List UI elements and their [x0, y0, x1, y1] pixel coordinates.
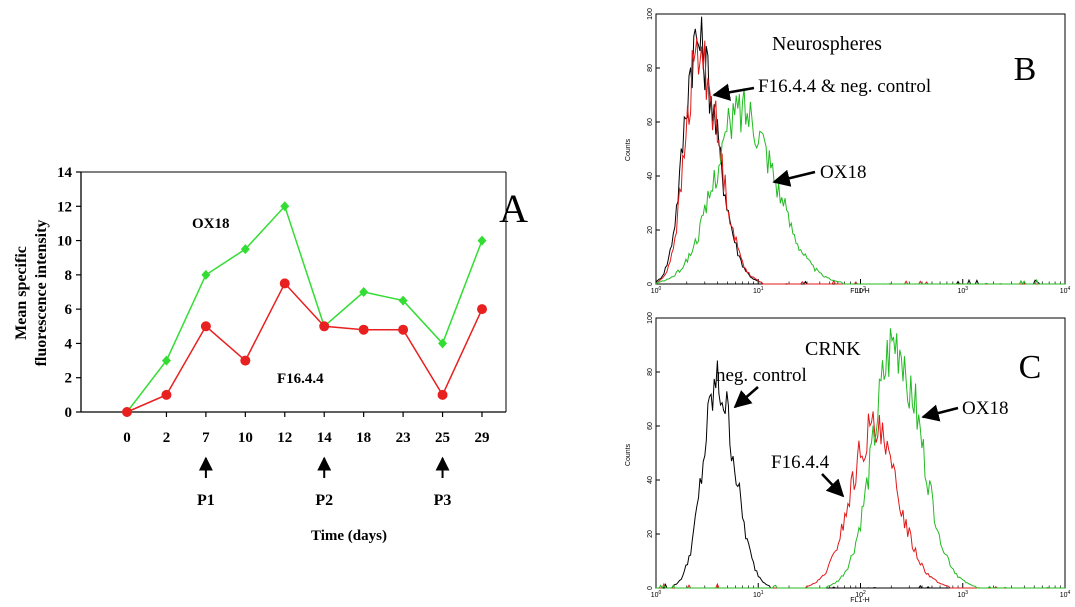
panel-b-y-tick-label: 100: [647, 8, 654, 20]
panel-a-point-ox18: [201, 269, 211, 280]
panel-b-histogram-f16-4-4: [655, 37, 1065, 285]
panel-b-x-tick-label: 100: [651, 286, 662, 295]
panel-a-y-label-line2: fluorescence intensity: [33, 220, 50, 367]
panel-b-histogram-ox18: [655, 88, 1065, 286]
panel-b-x-tick-label: 102: [855, 286, 866, 295]
panel-a-point-f1644: [240, 355, 251, 366]
panel-a-point-ox18: [240, 244, 250, 255]
panel-a-y-tick-label: 2: [65, 371, 73, 387]
panel-a-point-ox18: [359, 287, 369, 297]
panel-c-x-tick-label: 102: [855, 590, 866, 599]
panel-a-point-f1644: [279, 278, 290, 289]
panel-c-y-tick-label: 80: [647, 368, 654, 376]
panel-c-y-tick-label: 100: [647, 312, 654, 324]
panel-a-x-tick-label: 25: [435, 430, 450, 446]
panel-c-x-tick-label: 100: [651, 590, 662, 599]
panel-a-y-label-line1: Mean specific: [13, 246, 30, 340]
panel-b-arrow-ox18: [772, 169, 816, 187]
panel-a-y-tick-label: 14: [57, 165, 73, 181]
panel-a-y-tick-label: 6: [65, 302, 73, 318]
panel-a-x-tick-label: 2: [163, 430, 171, 446]
panel-a-point-f1644: [437, 389, 448, 400]
panel-a-point-f1644: [477, 304, 487, 315]
panel-b-y-tick-label: 40: [647, 172, 654, 180]
panel-c-arrow-negcontrol: [733, 386, 759, 409]
panel-c-annotation-ox18: OX18: [962, 398, 1008, 419]
panel-c-arrow-f1644: [821, 473, 845, 498]
panel-a-point-ox18: [438, 338, 448, 349]
panel-c-arrow-ox18: [921, 404, 959, 422]
panel-a-passage-label: P2: [315, 492, 333, 509]
panel-b-x-tick-label: 103: [957, 286, 968, 295]
panel-a-y-tick-label: 8: [65, 268, 73, 284]
panel-a-x-tick-label: 14: [317, 430, 333, 446]
panel-b-arrow-f1644: [712, 83, 755, 101]
panel-b-letter: B: [1014, 51, 1037, 88]
panel-b-histogram-neg-control: [655, 16, 1065, 285]
panel-b-title: Neurospheres: [772, 33, 882, 55]
panel-b-y-tick-label: 20: [647, 226, 654, 234]
panel-c-annotation-negcontrol: neg. control: [716, 365, 807, 386]
panel-a-letter: A: [499, 186, 528, 231]
panel-a-point-f1644: [319, 321, 330, 332]
panel-c-histogram-ox18: [656, 328, 1065, 589]
panel-a-point-f1644: [122, 407, 132, 417]
panel-b-y-tick-label: 80: [647, 64, 654, 72]
panel-a-passage-label: P1: [197, 492, 215, 509]
panel-c-annotation-f1644: F16.4.4: [771, 452, 830, 473]
panel-c-y-tick-label: 40: [647, 476, 654, 484]
panel-a-x-tick-label: 18: [356, 430, 371, 446]
panel-b-x-tick-label: 104: [1060, 286, 1071, 295]
panel-a-x-tick-label: 10: [238, 430, 253, 446]
panel-c-x-tick-label: 104: [1060, 590, 1071, 599]
panel-a-point-f1644: [358, 324, 369, 335]
panel-c-histogram: 0 20 40 60 80 100 100 101 102 103 104 CRNK C neg. …: [625, 312, 1071, 604]
panel-a-x-tick-label: 12: [277, 430, 292, 446]
panel-a-passage-label: P3: [434, 492, 452, 509]
panel-c-title: CRNK: [805, 338, 861, 360]
panel-b-y-tick-label: 60: [647, 118, 654, 126]
panel-a-point-f1644: [200, 321, 211, 332]
panel-b-x-label: FL1-H: [850, 288, 869, 295]
panel-b-annotation-f1644-negcontrol: F16.4.4 & neg. control: [758, 76, 931, 97]
panel-a-point-ox18: [398, 295, 408, 306]
panel-a-y-tick-label: 0: [65, 405, 73, 421]
panel-a-label-ox18: OX18: [192, 216, 230, 232]
panel-a-x-tick-label: 7: [202, 430, 210, 446]
panel-c-histogram-neg-control: [656, 360, 1065, 589]
panel-a-point-ox18: [280, 201, 290, 212]
panel-a-point-f1644: [161, 389, 172, 400]
panel-a-x-label: Time (days): [311, 528, 387, 544]
panel-b-y-tick-label: 0: [647, 282, 654, 286]
panel-a-series-line-1: [126, 282, 483, 413]
panel-c-y-tick-label: 60: [647, 422, 654, 430]
panel-c-y-tick-label: 0: [647, 586, 654, 590]
panel-b-y-label: Counts: [625, 138, 632, 161]
panel-c-x-tick-label: 101: [753, 590, 764, 599]
panel-c-y-label: Counts: [625, 443, 632, 466]
panel-a-label-f1644: F16.4.4: [277, 371, 324, 387]
panel-c-y-tick-label: 20: [647, 530, 654, 538]
panel-a-point-ox18: [477, 235, 487, 246]
panel-a-point-f1644: [398, 324, 409, 335]
panel-b-annotation-ox18: OX18: [820, 162, 866, 183]
panel-c-letter: C: [1019, 349, 1042, 386]
panel-a-x-tick-label: 23: [396, 430, 411, 446]
panel-b-histogram: 0 20 40 60 80 100 100 101 102 103 104 Neurospheres…: [625, 8, 1071, 295]
panel-a-y-tick-label: 10: [57, 234, 72, 250]
panel-c-x-tick-label: 103: [957, 590, 968, 599]
panel-a-point-ox18: [161, 355, 171, 366]
panel-c-x-label: FL1-H: [850, 597, 869, 604]
panel-b-x-tick-label: 101: [753, 286, 764, 295]
panel-a-y-tick-label: 4: [65, 336, 73, 352]
panel-a-y-tick-label: 12: [57, 199, 72, 215]
panel-a-x-tick-label: 29: [475, 430, 490, 446]
panel-a-series-line-0: [126, 204, 483, 413]
panel-a-x-tick-label: 0: [123, 430, 131, 446]
panel-c-histogram-f16-4-4: [656, 411, 1065, 589]
panel-a-line-chart: 0 2 4 6 8 10 12 14 0 2 7 10 12 14 18 23 25 29 P1 P2 P3 A O…: [13, 165, 528, 544]
